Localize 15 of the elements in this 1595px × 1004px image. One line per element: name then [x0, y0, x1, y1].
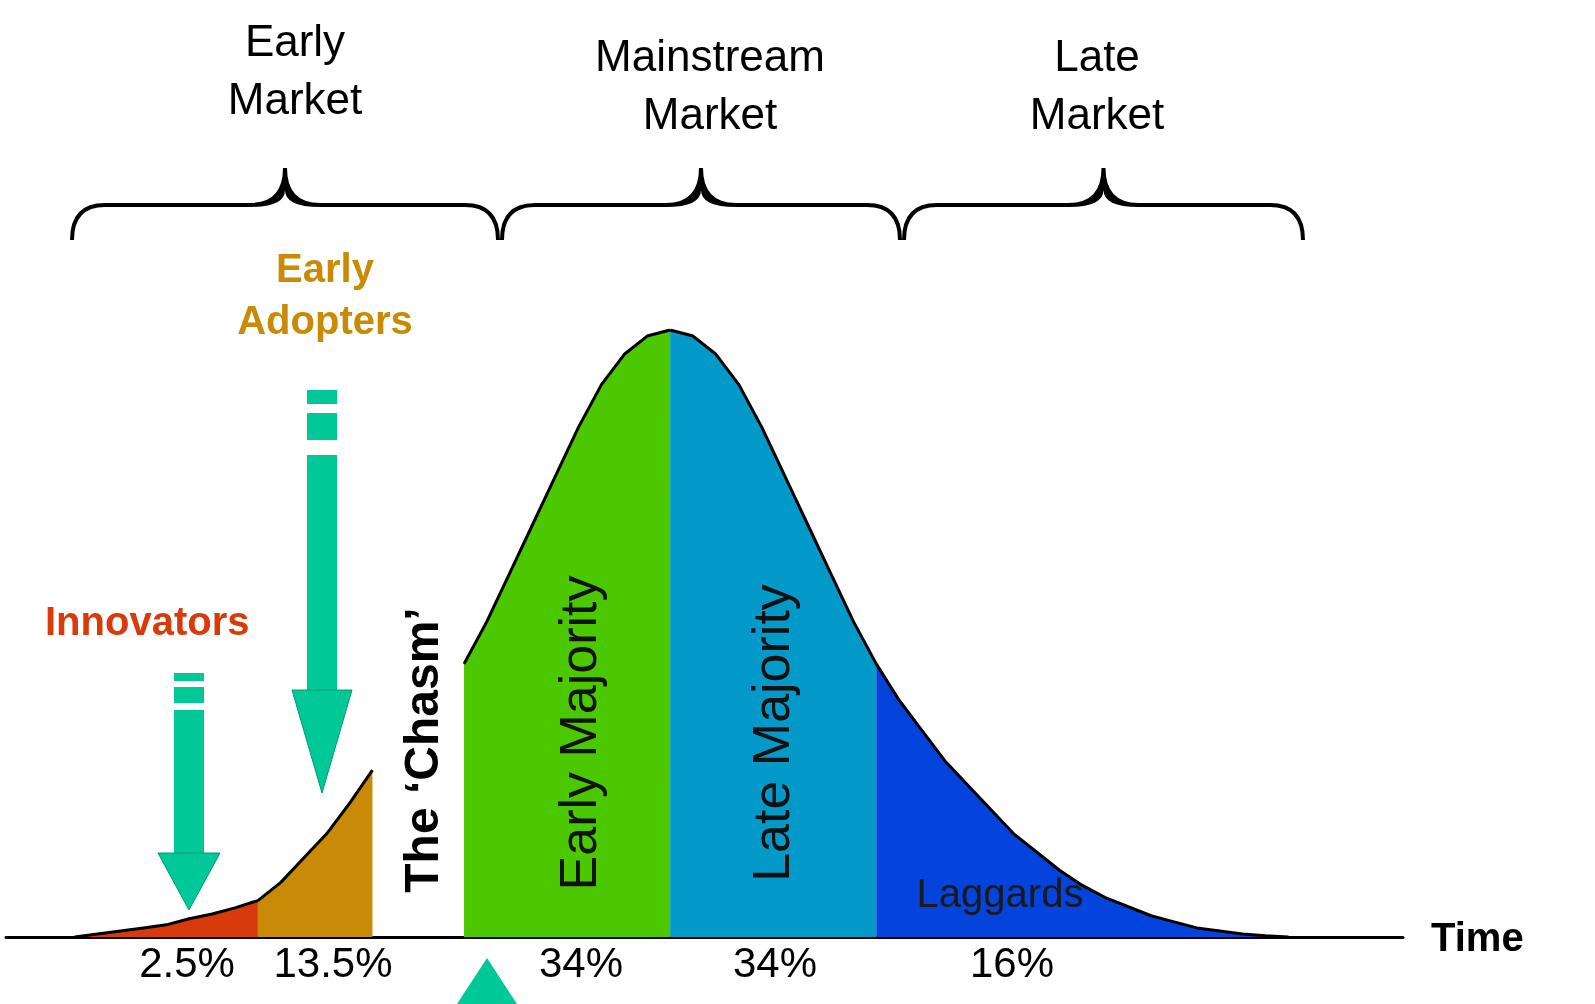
series-label: Laggards	[916, 870, 1084, 915]
text: 34%	[538, 939, 624, 987]
text: Early Adopters	[237, 245, 413, 342]
text: Mainstream Market	[595, 31, 825, 138]
text: Innovators	[45, 598, 250, 643]
text: 34%	[732, 939, 818, 987]
text: Late Market	[1029, 31, 1165, 138]
series-label: Early Majority	[548, 575, 607, 891]
text: 13.5%	[273, 939, 393, 987]
x-axis-title: Time	[1431, 915, 1524, 959]
annotation: The ‘Chasm’	[394, 607, 448, 893]
text: 16%	[969, 939, 1055, 987]
series-label: Late Majority	[741, 584, 800, 882]
text: 2.5%	[139, 939, 235, 987]
text: Early Market	[227, 16, 363, 123]
